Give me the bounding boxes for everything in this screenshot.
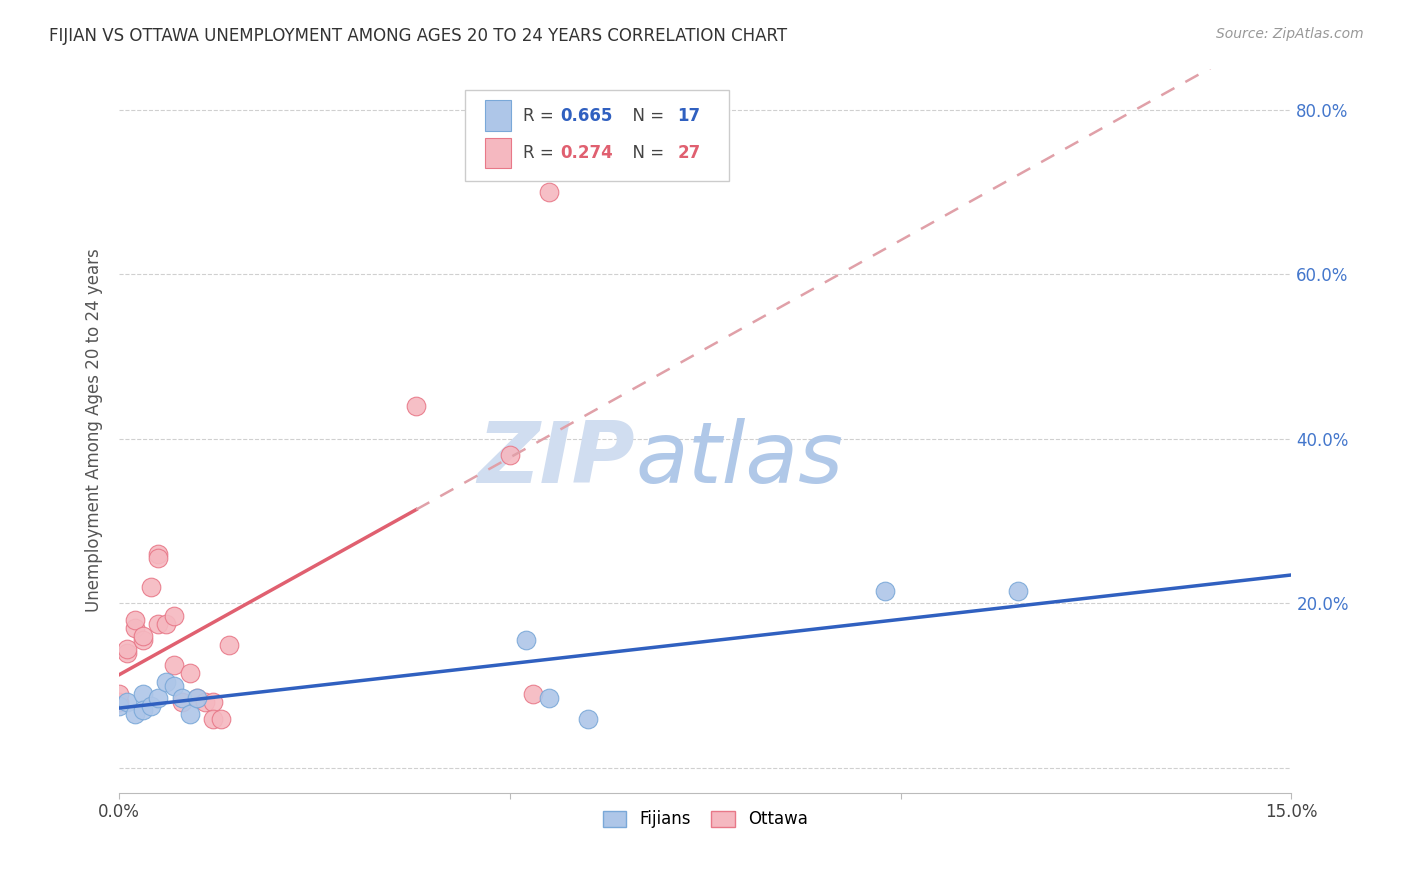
Point [1007, 584, 1029, 599]
FancyBboxPatch shape [485, 138, 510, 169]
Y-axis label: Unemployment Among Ages 20 to 24 years: Unemployment Among Ages 20 to 24 years [86, 249, 103, 613]
Point [576, 712, 599, 726]
Point [155, 674, 177, 689]
Point [115, 646, 138, 660]
Text: 27: 27 [678, 145, 700, 162]
Point [148, 547, 170, 561]
Point [194, 695, 217, 709]
Point [132, 687, 155, 701]
FancyBboxPatch shape [485, 101, 510, 131]
Point [179, 666, 201, 681]
Legend: Fijians, Ottawa: Fijians, Ottawa [596, 804, 814, 835]
Point [202, 695, 225, 709]
Point [209, 712, 232, 726]
Point [132, 629, 155, 643]
Point [538, 691, 561, 706]
Point [148, 691, 170, 706]
Text: 0.665: 0.665 [560, 106, 613, 125]
Point [179, 707, 201, 722]
Point [218, 638, 240, 652]
Text: R =: R = [523, 106, 558, 125]
Point [170, 691, 193, 706]
Point [515, 633, 537, 648]
Point [115, 641, 138, 656]
Point [155, 617, 177, 632]
Point [148, 551, 170, 566]
Text: N =: N = [621, 145, 669, 162]
Point [108, 695, 131, 709]
Point [124, 613, 146, 627]
Point [124, 707, 146, 722]
Point [132, 703, 155, 717]
Point [132, 633, 155, 648]
Point [522, 687, 544, 701]
Point [163, 608, 186, 623]
Point [108, 699, 131, 714]
Point [405, 399, 427, 413]
Point [170, 695, 193, 709]
Text: R =: R = [523, 145, 558, 162]
Text: N =: N = [621, 106, 669, 125]
Text: ZIP: ZIP [478, 418, 636, 501]
Text: FIJIAN VS OTTAWA UNEMPLOYMENT AMONG AGES 20 TO 24 YEARS CORRELATION CHART: FIJIAN VS OTTAWA UNEMPLOYMENT AMONG AGES… [49, 27, 787, 45]
Point [499, 448, 522, 462]
Point [186, 691, 208, 706]
Point [163, 658, 186, 673]
Point [108, 687, 131, 701]
Point [538, 185, 561, 199]
Point [115, 695, 138, 709]
Point [163, 679, 186, 693]
Text: Source: ZipAtlas.com: Source: ZipAtlas.com [1216, 27, 1364, 41]
Text: atlas: atlas [636, 418, 844, 501]
Point [139, 699, 162, 714]
Text: 17: 17 [678, 106, 700, 125]
Point [202, 712, 225, 726]
Point [875, 584, 897, 599]
Point [139, 580, 162, 594]
Point [186, 691, 208, 706]
FancyBboxPatch shape [465, 90, 728, 181]
Point [148, 617, 170, 632]
Point [124, 621, 146, 635]
Text: 0.274: 0.274 [560, 145, 613, 162]
